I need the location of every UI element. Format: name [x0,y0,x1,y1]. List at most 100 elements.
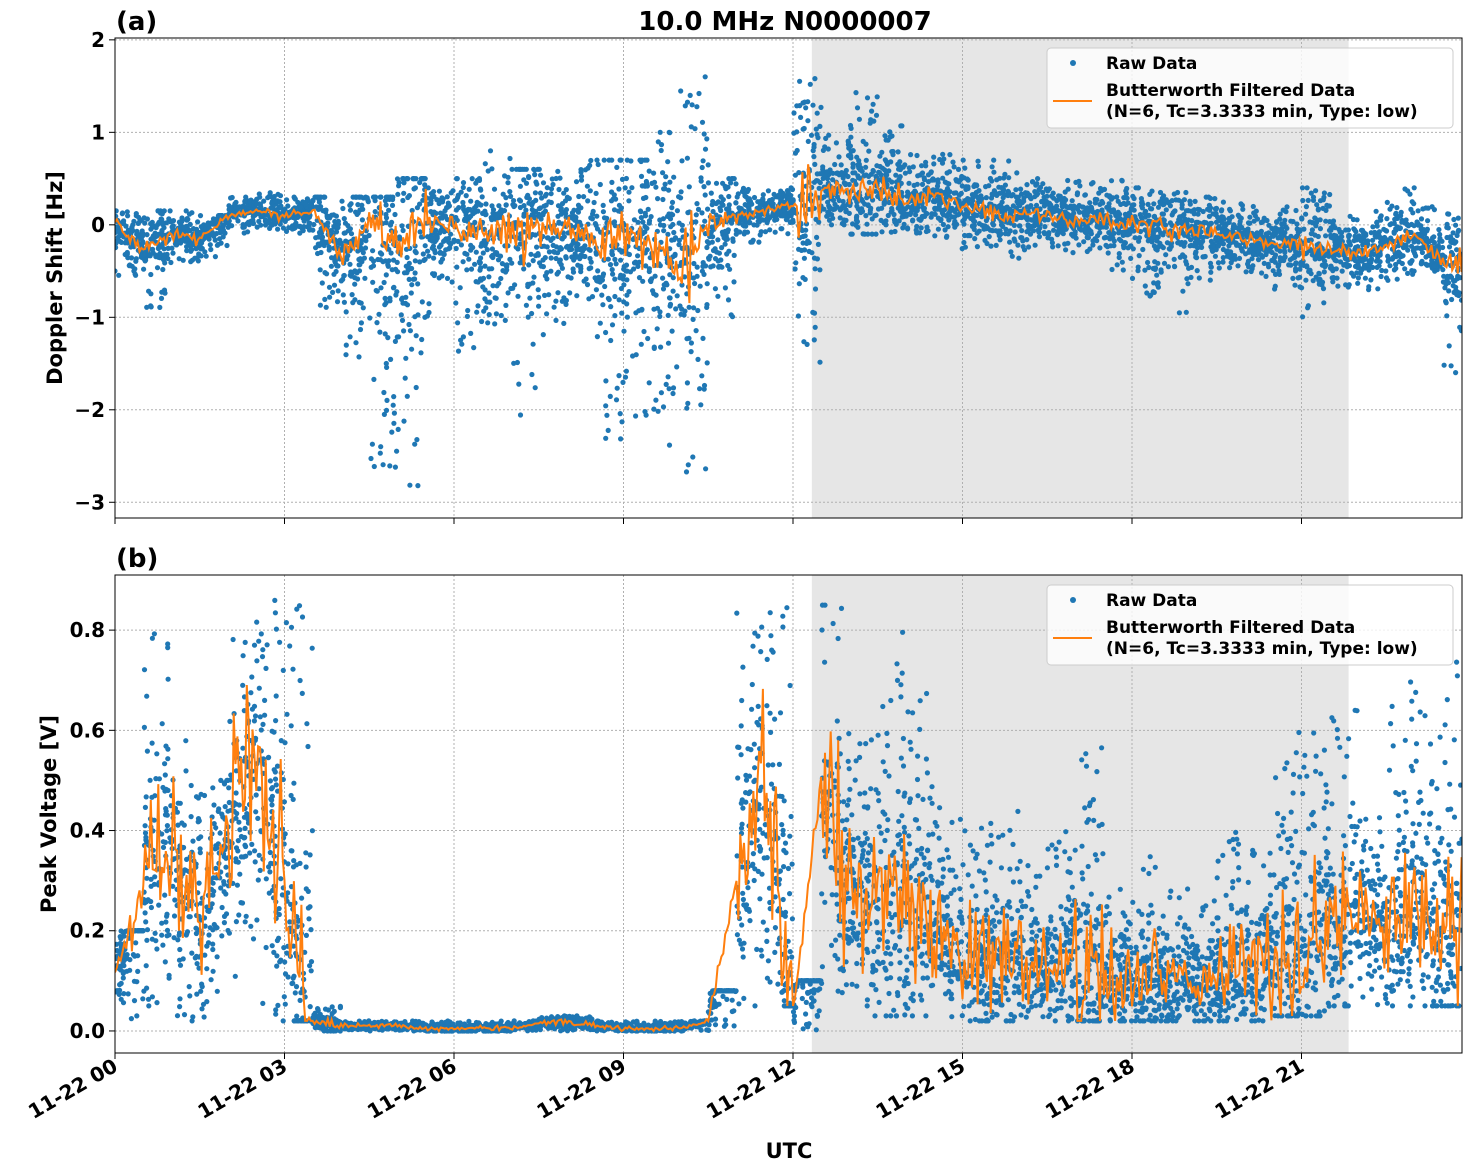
raw-data-point [695,206,702,212]
raw-data-point [297,223,303,229]
raw-data-point [1215,260,1222,266]
raw-data-point [646,168,652,174]
raw-data-point [563,187,569,193]
raw-data-point [412,270,418,276]
raw-data-point [785,190,791,196]
raw-data-point [626,189,632,195]
raw-data-point [357,326,364,333]
raw-data-point [1008,249,1014,255]
raw-data-point [1006,175,1012,181]
raw-data-point [824,169,830,175]
raw-data-point [529,212,535,218]
raw-data-point [420,197,426,203]
raw-data-point [529,202,535,208]
panel-label-b: (b) [116,544,158,574]
raw-data-point [319,280,325,286]
raw-data-point [478,187,484,193]
raw-data-point [331,271,337,277]
raw-data-point [133,211,139,217]
raw-data-point [401,190,407,196]
raw-data-point [1140,246,1146,253]
raw-data-point [577,256,583,262]
raw-data-point [591,199,597,206]
raw-data-point [812,324,818,330]
raw-data-point [508,285,514,292]
raw-data-point [1183,309,1189,315]
raw-data-point [578,205,584,211]
raw-data-point [1181,197,1187,203]
raw-data-point [521,177,527,183]
raw-data-point [1115,209,1121,215]
raw-data-point [1180,288,1186,294]
raw-data-point [1346,234,1352,240]
raw-data-point [997,190,1003,196]
raw-data-point [1319,279,1326,285]
raw-data-point [642,223,648,230]
raw-data-point [727,266,733,272]
raw-data-point [693,219,699,225]
raw-data-point [414,437,420,443]
raw-data-point [414,205,420,211]
raw-data-point [468,242,474,248]
raw-data-point [961,221,967,227]
raw-data-point [115,208,119,214]
raw-data-point [578,169,584,175]
raw-data-point [156,244,162,250]
raw-data-point [897,174,903,180]
raw-data-point [446,239,452,245]
raw-data-point [972,236,978,242]
raw-data-point [358,257,364,263]
raw-data-point [620,379,626,385]
raw-data-point [493,311,499,317]
raw-data-point [1208,269,1214,275]
raw-data-point [348,231,355,237]
raw-data-point [322,270,328,276]
raw-data-point [1304,263,1310,269]
raw-data-point [383,360,389,367]
raw-data-point [1321,194,1327,200]
raw-data-point [480,275,487,281]
raw-data-point [563,210,569,217]
raw-data-point [631,217,638,223]
raw-data-point [381,411,387,417]
raw-data-point [952,214,958,220]
raw-data-point [811,310,818,316]
raw-data-point [1029,179,1036,185]
raw-data-point [397,236,403,242]
raw-data-point [1111,238,1117,244]
raw-data-point [877,163,883,170]
raw-data-point [1288,262,1294,268]
raw-data-point [1171,263,1178,269]
raw-data-point [1110,195,1116,201]
raw-data-point [1227,206,1233,212]
raw-data-point [729,220,735,226]
raw-data-point [679,227,685,233]
raw-data-point [387,194,393,200]
raw-data-point [658,147,664,154]
raw-data-point [854,154,860,160]
raw-data-point [1317,226,1323,232]
raw-data-point [1355,280,1361,286]
raw-data-point [951,190,957,196]
raw-data-point [1072,229,1078,235]
raw-data-point [666,187,672,193]
raw-data-point [593,190,599,196]
raw-data-point [415,312,421,318]
raw-data-point [1372,229,1378,235]
raw-data-point [1132,235,1138,241]
raw-data-point [540,332,546,338]
raw-data-point [1366,258,1372,264]
raw-data-point [393,292,399,298]
raw-data-point [284,197,290,203]
raw-data-point [352,268,358,274]
raw-data-point [1243,231,1249,238]
raw-data-point [1135,185,1141,191]
raw-data-point [803,227,809,233]
raw-data-point [368,264,374,270]
raw-data-point [571,216,577,222]
raw-data-point [1349,270,1355,276]
raw-data-point [1024,190,1030,196]
raw-data-point [663,381,669,387]
raw-data-point [404,302,411,308]
raw-data-point [1082,192,1088,198]
